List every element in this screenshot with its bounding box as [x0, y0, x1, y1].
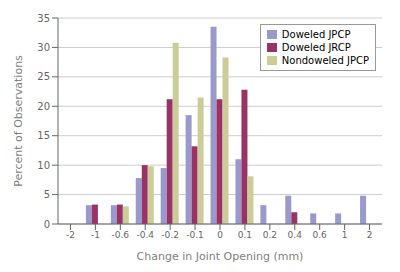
svg-text:0: 0: [44, 219, 50, 230]
svg-text:1: 1: [342, 230, 348, 240]
svg-text:10: 10: [37, 160, 50, 171]
svg-text:-1: -1: [91, 230, 100, 240]
svg-text:20: 20: [37, 101, 50, 112]
svg-text:-0.6: -0.6: [112, 230, 130, 240]
svg-text:0.4: 0.4: [288, 230, 303, 240]
svg-text:0.1: 0.1: [238, 230, 252, 240]
svg-text:-2: -2: [66, 230, 75, 240]
svg-text:0: 0: [217, 230, 223, 240]
html-text:Nondoweled JPCP: Nondoweled JPCP: [281, 55, 369, 66]
svg-text:2: 2: [367, 230, 373, 240]
svg-text:0.2: 0.2: [263, 230, 277, 240]
svg-text:35: 35: [37, 13, 50, 24]
svg-text:-0.4: -0.4: [136, 230, 154, 240]
svg-text:25: 25: [37, 71, 50, 82]
svg-text:Change in Joint Opening (mm): Change in Joint Opening (mm): [137, 250, 304, 263]
svg-text:5: 5: [44, 189, 50, 200]
html-text:Doweled JPCP: Doweled JPCP: [281, 29, 351, 40]
svg-text:-0.1: -0.1: [186, 230, 204, 240]
svg-text:-0.2: -0.2: [161, 230, 179, 240]
svg-text:30: 30: [37, 42, 50, 53]
html-text:Doweled JRCP: Doweled JRCP: [281, 42, 351, 53]
svg-text:Percent of Observations: Percent of Observations: [12, 55, 25, 187]
svg-text:0.6: 0.6: [313, 230, 328, 240]
svg-text:15: 15: [37, 130, 50, 141]
